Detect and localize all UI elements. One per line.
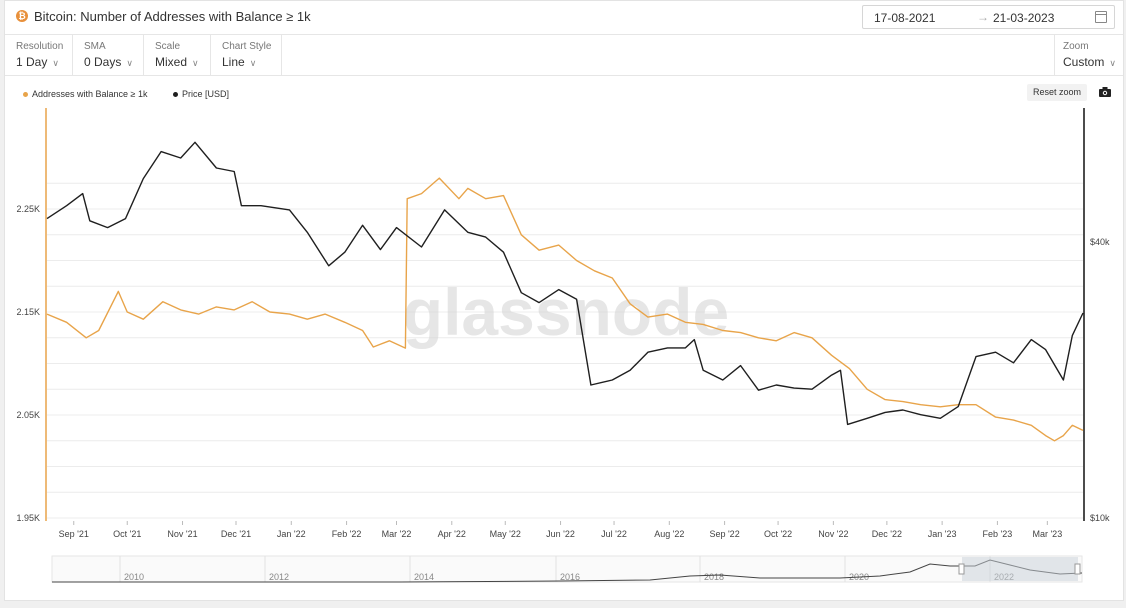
sma-value: 0 Days: [84, 55, 122, 69]
chart-style-select[interactable]: Chart Style Line ∨: [211, 35, 282, 75]
navigator-tick-label: 2010: [124, 572, 144, 582]
chart-panel: ₿ Bitcoin: Number of Addresses with Bala…: [4, 0, 1124, 601]
resolution-label: Resolution: [16, 41, 64, 52]
x-tick-label: Jun '22: [546, 529, 575, 539]
legend-dot: [23, 92, 28, 98]
sma-select[interactable]: SMA 0 Days ∨: [73, 35, 144, 75]
chart-title: Bitcoin: Number of Addresses with Balanc…: [34, 9, 311, 24]
x-tick-label: Nov '22: [818, 529, 848, 539]
chart-style-value: Line: [222, 55, 245, 69]
navigator-selection: [962, 557, 1078, 581]
x-tick-label: Feb '23: [983, 529, 1013, 539]
x-tick-label: Mar '22: [382, 529, 412, 539]
y-tick-label: 2.15K: [16, 307, 40, 317]
resolution-value: 1 Day: [16, 55, 48, 69]
x-tick-label: Dec '22: [872, 529, 902, 539]
chart-header: ₿ Bitcoin: Number of Addresses with Bala…: [5, 1, 1123, 35]
legend-label: Price [USD]: [182, 89, 230, 99]
x-tick-label: Jul '22: [601, 529, 627, 539]
date-to[interactable]: 21-03-2023: [993, 11, 1055, 25]
scale-label: Scale: [155, 41, 181, 52]
series-line-addresses: [46, 177, 1084, 442]
x-tick-label: Sep '21: [59, 529, 89, 539]
zoom-label: Zoom: [1063, 41, 1089, 52]
camera-icon[interactable]: [1099, 87, 1111, 97]
chart-controls: Resolution 1 Day ∨ SMA 0 Days ∨ Scale Mixe…: [5, 35, 1123, 76]
zoom-value: Custom: [1063, 55, 1105, 69]
y-tick-label: 1.95K: [16, 513, 40, 523]
navigator-tick-label: 2014: [414, 572, 434, 582]
date-from[interactable]: 17-08-2021: [874, 11, 936, 25]
chevron-down-icon: ∨: [192, 58, 199, 68]
navigator-handle-right: [1074, 563, 1081, 575]
watermark: glassnode: [403, 275, 729, 349]
chevron-down-icon: ∨: [52, 58, 59, 68]
navigator-tick-label: 2016: [560, 572, 580, 582]
series-lines: [46, 141, 1084, 442]
chevron-down-icon: ∨: [126, 58, 133, 68]
x-tick-label: Aug '22: [654, 529, 684, 539]
x-tick-label: Sep '22: [709, 529, 739, 539]
navigator-tick-label: 2012: [269, 572, 289, 582]
x-tick-label: Oct '22: [764, 529, 792, 539]
resolution-select[interactable]: Resolution 1 Day ∨: [5, 35, 73, 75]
sma-label: SMA: [84, 41, 106, 52]
series-line-price: [46, 141, 1084, 426]
x-tick-label: Apr '22: [438, 529, 466, 539]
x-tick-label: Jan '23: [928, 529, 957, 539]
x-tick-label: Dec '21: [221, 529, 251, 539]
chart-style-label: Chart Style: [222, 41, 272, 52]
y-tick-label: 2.25K: [16, 204, 40, 214]
y-axis-left-ticks: 2.25K 2.15K 2.05K 1.95K: [16, 204, 40, 523]
x-tick-label: Jan '22: [277, 529, 306, 539]
navigator-tick-label: 2018: [704, 572, 724, 582]
navigator: 2010201220142016201820202022: [51, 555, 1083, 583]
x-tick-label: Nov '21: [167, 529, 197, 539]
legend-dot: [173, 92, 178, 98]
calendar-icon[interactable]: [1095, 11, 1107, 23]
grid-lines: [47, 182, 1083, 519]
legend-item-addresses[interactable]: Addresses with Balance ≥ 1k: [23, 89, 148, 99]
x-tick-label: Oct '21: [113, 529, 141, 539]
bitcoin-icon: ₿: [16, 10, 28, 22]
y-axis-right-ticks: $40k $10k: [1090, 237, 1110, 523]
x-tick-label: Mar '23: [1032, 529, 1062, 539]
y-right-tick-label: $10k: [1090, 513, 1110, 523]
chevron-down-icon: ∨: [249, 58, 257, 68]
arrow-right-icon: →: [977, 10, 989, 24]
x-tick-label: May '22: [490, 529, 521, 539]
date-range-picker[interactable]: 17-08-2021 → 21-03-2023: [862, 5, 1115, 29]
x-tick-label: Feb '22: [332, 529, 362, 539]
navigator-track: [51, 555, 1083, 583]
y-right-tick-label: $40k: [1090, 237, 1110, 247]
y-tick-label: 2.05K: [16, 410, 40, 420]
reset-zoom-button[interactable]: Reset zoom: [1027, 84, 1087, 101]
x-axis-ticks: Sep '21 Oct '21 Nov '21 Dec '21 Jan '22 Feb '…: [59, 521, 1062, 539]
legend-label: Addresses with Balance ≥ 1k: [32, 89, 148, 99]
scale-value: Mixed: [155, 55, 188, 69]
scale-select[interactable]: Scale Mixed ∨: [144, 35, 211, 75]
navigator-handle-left: [958, 563, 965, 575]
legend-item-price[interactable]: Price [USD]: [173, 89, 229, 99]
zoom-select[interactable]: Zoom Custom ∨: [1054, 35, 1125, 75]
chevron-down-icon: ∨: [1109, 58, 1116, 68]
